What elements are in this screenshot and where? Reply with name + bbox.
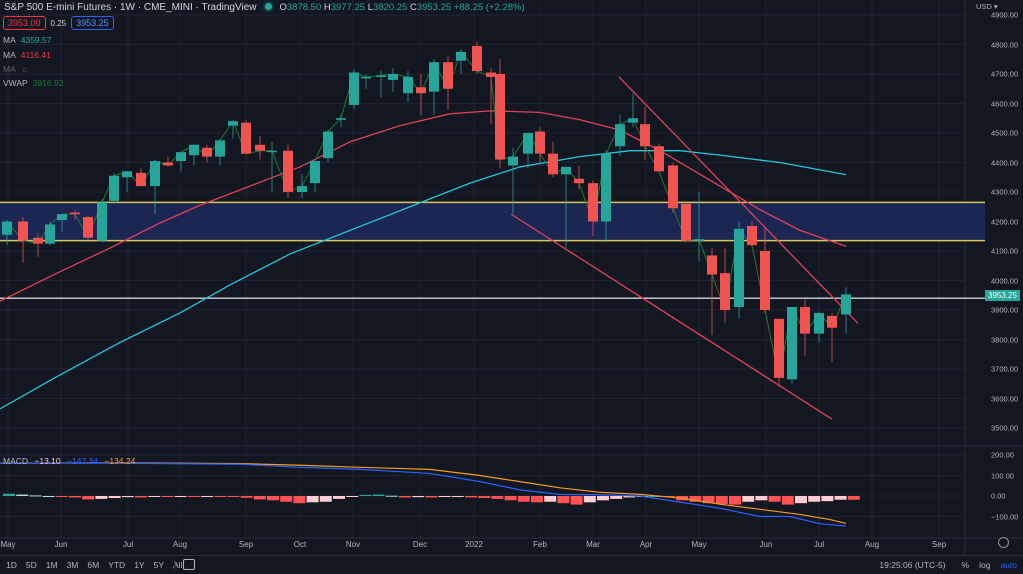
percent-scale-button[interactable]: % [961, 560, 970, 570]
macd-tick: 0.00 [991, 491, 1006, 501]
auto-scale-button[interactable]: auto [1000, 560, 1017, 570]
price-tick: 3800.00 [991, 335, 1019, 344]
range-button-1d[interactable]: 1D [6, 560, 17, 570]
buy-button[interactable]: 3953.25 [71, 16, 114, 30]
date-range-buttons: 1D 5D 1M 3M 6M YTD 1Y 5Y All [6, 560, 182, 570]
go-to-date-icon[interactable] [183, 559, 195, 570]
chart-legend: S&P 500 E-mini Futures · 1W · CME_MINI ·… [4, 2, 525, 13]
range-button-1m[interactable]: 1M [45, 560, 58, 570]
time-tick: Feb [533, 540, 547, 549]
price-tick: 4100.00 [991, 246, 1019, 256]
bid-ask-row: 3953.00 0.25 3953.25 [3, 16, 114, 30]
time-tick: Aug [172, 540, 188, 549]
time-tick: Oct [293, 540, 307, 549]
currency-selector[interactable]: USD ▾ [976, 2, 998, 11]
range-button-1y[interactable]: 1Y [134, 560, 145, 570]
divider [174, 559, 175, 571]
macd-legend[interactable]: MACD −13.10 −147.34 −134.24 [3, 456, 136, 466]
bottom-toolbar: 1D 5D 1M 3M 6M YTD 1Y 5Y All 19:25:06 (UTC-5) % … [0, 555, 1023, 574]
price-tick: 4800.00 [991, 40, 1019, 49]
time-tick: Jul [813, 540, 825, 549]
indicator-ma-hidden[interactable]: MA ☼ [3, 64, 29, 74]
time-tick: Mar [586, 540, 600, 549]
price-tick: 3700.00 [991, 364, 1019, 374]
time-tick: Nov [345, 540, 361, 549]
indicator-ma-slow[interactable]: MA 4116.41 [3, 50, 51, 60]
market-status-icon [264, 3, 272, 10]
eye-off-icon[interactable]: ☼ [20, 64, 29, 74]
symbol-title[interactable]: S&P 500 E-mini Futures · 1W · CME_MINI ·… [4, 2, 257, 13]
spread-value: 0.25 [50, 18, 67, 28]
price-tick: 4700.00 [991, 69, 1019, 79]
macd-tick: 100.00 [991, 471, 1014, 480]
price-tick: 3900.00 [991, 305, 1019, 315]
time-tick: Apr [639, 540, 653, 549]
price-axis[interactable]: 4900.00 4800.00 4700.00 4600.00 4500.00 4400.… [965, 0, 1023, 540]
price-tick: 4400.00 [991, 158, 1019, 167]
price-tick: 4200.00 [991, 217, 1019, 226]
price-tick: 4600.00 [991, 99, 1019, 108]
price-tick: 4500.00 [991, 128, 1019, 138]
time-axis[interactable]: May Jun Jul Aug Sep Oct Nov Dec 2022 Feb Mar Apr May… [0, 540, 965, 554]
indicator-vwap[interactable]: VWAP 3916.92 [3, 78, 64, 88]
range-button-ytd[interactable]: YTD [108, 560, 126, 570]
price-tick: 4300.00 [991, 187, 1019, 197]
price-tick: 4000.00 [991, 276, 1019, 285]
time-tick: Aug [864, 540, 880, 549]
sell-button[interactable]: 3953.00 [3, 16, 46, 30]
time-tick: Jun [54, 540, 68, 549]
settings-gear-icon[interactable] [998, 537, 1009, 548]
time-tick: May [0, 540, 16, 549]
time-tick: Dec [412, 540, 428, 549]
clock: 19:25:06 (UTC-5) [879, 560, 946, 570]
range-button-5y[interactable]: 5Y [153, 560, 164, 570]
last-price-label: 3953.25 [985, 290, 1020, 301]
ohlc-values: O3878.50 H3977.25 L3820.25 C3953.25 +88.… [279, 2, 525, 13]
macd-tick: 200.00 [991, 450, 1014, 460]
range-button-5d[interactable]: 5D [25, 560, 37, 570]
indicator-ma-fast[interactable]: MA 4359.57 [3, 35, 52, 45]
range-button-6m[interactable]: 6M [87, 560, 100, 570]
time-tick: Sep [238, 540, 254, 549]
time-tick: 2022 [465, 540, 483, 549]
price-tick: 3500.00 [991, 423, 1019, 433]
time-tick: Sep [931, 540, 947, 549]
range-button-3m[interactable]: 3M [66, 560, 79, 570]
price-tick: 4900.00 [991, 10, 1019, 20]
price-tick: 3600.00 [991, 394, 1019, 403]
time-tick: May [691, 540, 707, 549]
time-tick: Jul [122, 540, 134, 549]
range-button-all[interactable]: All [173, 560, 183, 570]
log-scale-button[interactable]: log [979, 560, 991, 570]
time-tick: Jun [759, 540, 773, 549]
macd-tick: −100.00 [991, 512, 1019, 521]
